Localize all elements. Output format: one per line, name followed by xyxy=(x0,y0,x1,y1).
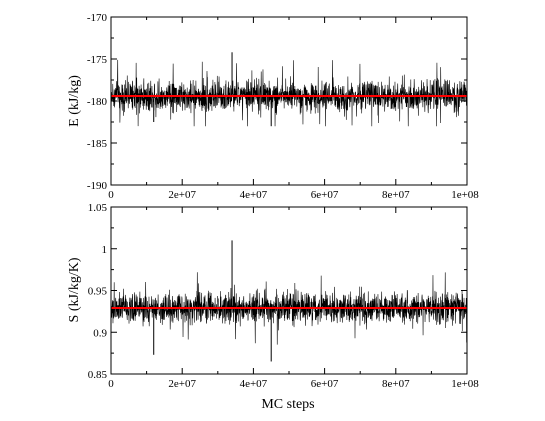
x-tick-label-0-4: 8e+07 xyxy=(382,189,410,201)
x-tick-label-0-1: 2e+07 xyxy=(168,189,196,201)
energy-panel: E (kJ/kg) 0 2e+07 4e+07 6e+07 8e+07 1e+08 -190… xyxy=(67,12,479,201)
y-tick-label-0-0: -190 xyxy=(87,180,108,192)
x-tick-label-0-3: 6e+07 xyxy=(311,189,339,201)
y-tick-label-1-3: 1 xyxy=(102,244,108,256)
y-tick-label-1-1: 0.9 xyxy=(93,327,107,339)
y-tick-label-1-2: 0.95 xyxy=(88,286,108,298)
x-tick-label-0-5: 1e+08 xyxy=(451,189,479,201)
x-tick-label-1-4: 8e+07 xyxy=(382,378,410,390)
y-tick-label-1-4: 1.05 xyxy=(88,202,108,214)
entropy-panel: S (kJ/kg/K) MC steps 0 2e+07 4e+07 6e+07 8e+… xyxy=(67,202,479,412)
plot-frame-1 xyxy=(110,206,468,375)
x-tick-label-1-5: 1e+08 xyxy=(451,378,479,390)
trace-line-0 xyxy=(110,59,468,127)
x-tick-label-0-2: 4e+07 xyxy=(240,189,268,201)
entropy-y-axis-label: S (kJ/kg/K) xyxy=(67,257,82,322)
x-tick-label-1-3: 6e+07 xyxy=(311,378,339,390)
mc-steps-x-axis-label: MC steps xyxy=(261,397,314,412)
x-tick-label-1-1: 2e+07 xyxy=(168,378,196,390)
x-tick-label-0-0: 0 xyxy=(108,189,114,201)
y-tick-label-0-4: -170 xyxy=(87,12,108,24)
y-tick-label-0-3: -175 xyxy=(87,54,108,66)
x-tick-label-1-0: 0 xyxy=(108,378,114,390)
y-tick-label-0-2: -180 xyxy=(87,96,108,108)
y-tick-label-0-1: -185 xyxy=(87,138,108,150)
energy-y-axis-label: E (kJ/kg) xyxy=(67,75,82,127)
x-tick-label-1-2: 4e+07 xyxy=(240,378,268,390)
y-tick-label-1-0: 0.85 xyxy=(88,369,108,381)
